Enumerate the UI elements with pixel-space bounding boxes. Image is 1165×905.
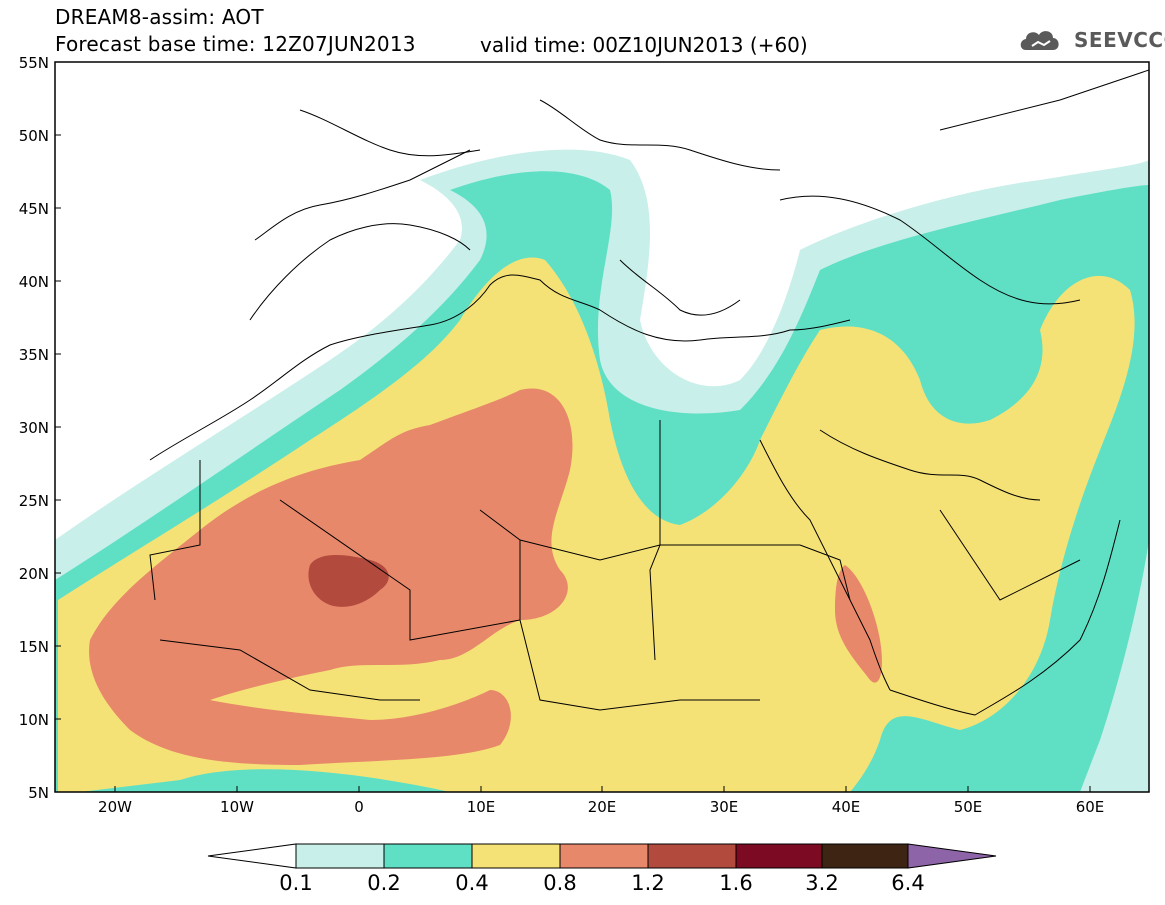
lat-label: 50N	[19, 127, 49, 145]
aot-band-12	[308, 555, 389, 607]
lat-label: 10N	[19, 711, 49, 729]
coastlines	[149, 69, 1149, 716]
lat-label: 20N	[19, 565, 49, 583]
colorbar-upper-triangle	[907, 843, 997, 869]
cloud-icon	[1020, 31, 1059, 50]
lon-label: 10E	[467, 798, 496, 816]
lon-label: 10W	[220, 798, 254, 816]
axis-ticks	[55, 134, 1091, 792]
lat-label: 25N	[19, 492, 49, 510]
lon-label: 40E	[832, 798, 861, 816]
lon-label: 60E	[1076, 798, 1105, 816]
colorbar-label: 0.4	[455, 871, 488, 895]
colorbar-label: 1.2	[631, 871, 664, 895]
lat-label: 30N	[19, 419, 49, 437]
colorbar-label: 3.2	[805, 871, 838, 895]
colorbar-swatch	[647, 843, 737, 869]
colorbar	[207, 843, 997, 869]
lon-label: 0	[354, 798, 364, 816]
lon-label: 30E	[710, 798, 739, 816]
colorbar-label: 0.2	[367, 871, 400, 895]
colorbar-label: 0.1	[279, 871, 312, 895]
colorbar-labels: 0.1 0.2 0.4 0.8 1.2 1.6 3.2 6.4	[279, 871, 924, 895]
colorbar-swatch	[821, 843, 909, 869]
colorbar-swatch	[295, 843, 385, 869]
colorbar-swatch	[559, 843, 649, 869]
lon-label: 20W	[98, 798, 132, 816]
forecast-base-time: Forecast base time: 12Z07JUN2013	[55, 32, 416, 56]
colorbar-label: 6.4	[891, 871, 924, 895]
lat-label: 55N	[19, 54, 49, 72]
valid-time: valid time: 00Z10JUN2013 (+60)	[480, 33, 808, 57]
lat-labels: 55N 50N 45N 40N 35N 30N 25N 20N 15N 10N …	[19, 54, 49, 802]
colorbar-label: 1.6	[719, 871, 752, 895]
colorbar-swatch	[383, 843, 473, 869]
lat-label: 15N	[19, 638, 49, 656]
lon-labels: 20W 10W 0 10E 20E 30E 40E 50E 60E	[98, 798, 1104, 816]
colorbar-lower-triangle	[207, 843, 297, 869]
map-title: DREAM8-assim: AOT	[55, 5, 264, 29]
lat-label: 45N	[19, 200, 49, 218]
colorbar-label: 0.8	[543, 871, 576, 895]
lon-label: 50E	[954, 798, 983, 816]
lat-label: 5N	[28, 784, 49, 802]
colorbar-swatch	[471, 843, 561, 869]
colorbar-swatch	[735, 843, 823, 869]
aot-field	[55, 62, 1149, 792]
lat-label: 35N	[19, 346, 49, 364]
logo-text: SEEVCCC	[1074, 28, 1165, 52]
lon-label: 20E	[588, 798, 617, 816]
lat-label: 40N	[19, 273, 49, 291]
